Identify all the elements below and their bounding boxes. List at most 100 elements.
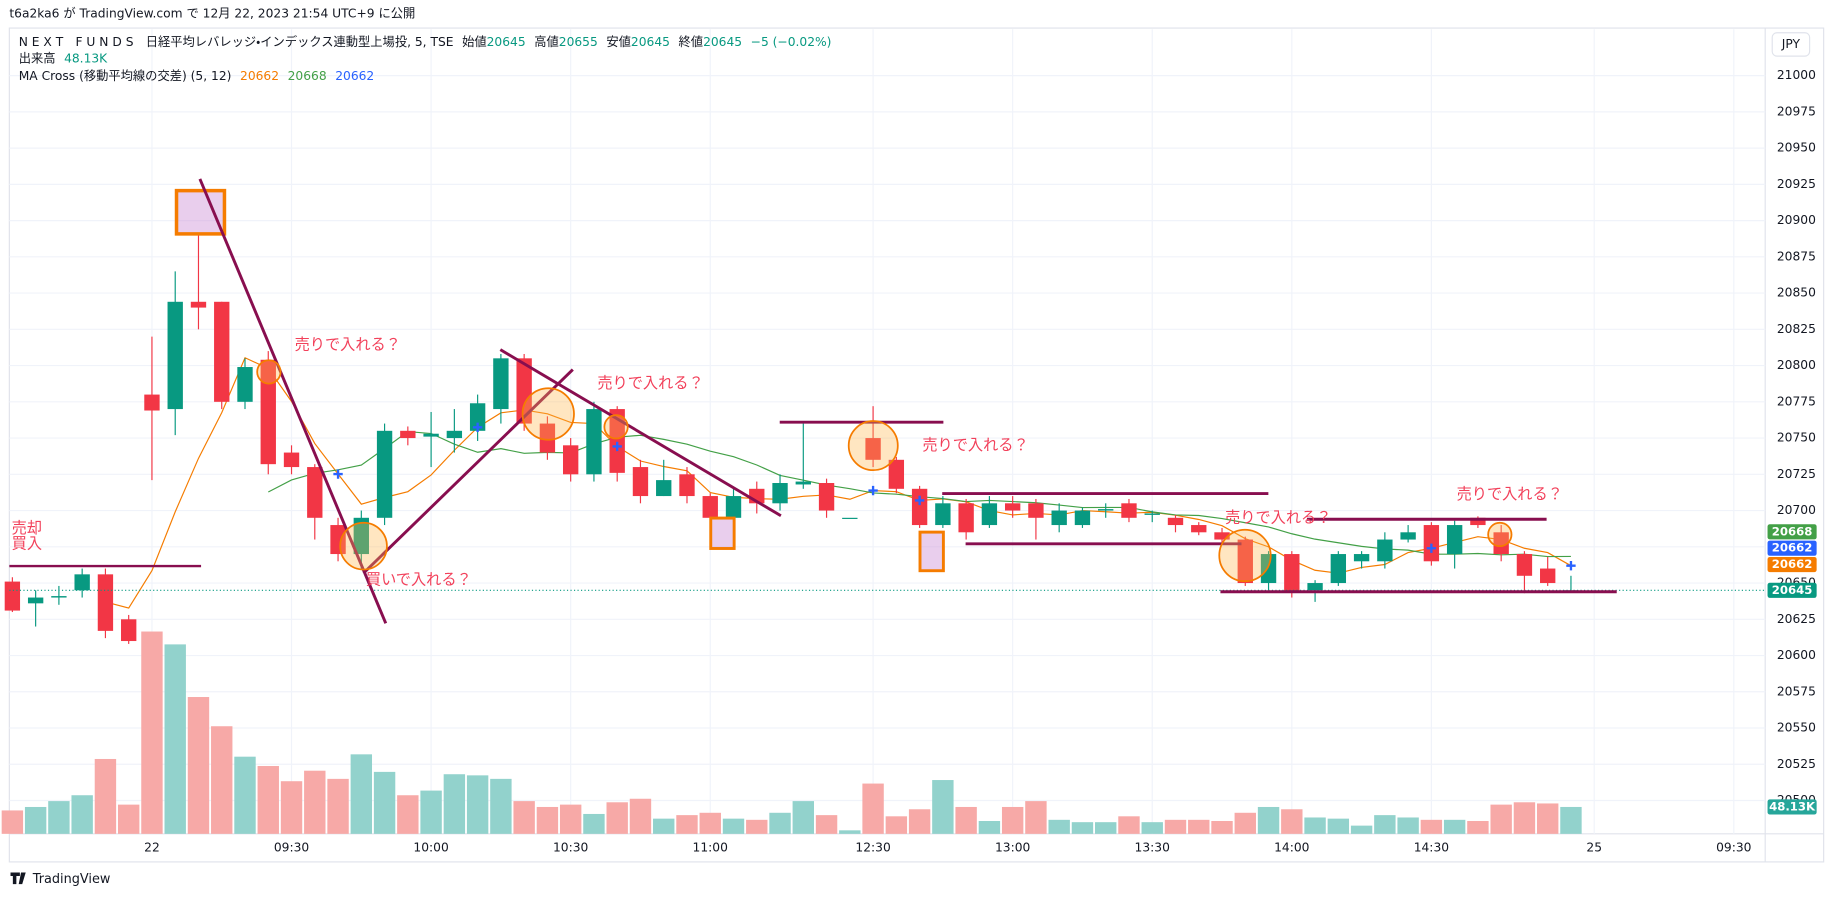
volume-bar (792, 801, 814, 834)
volume-bar (1536, 803, 1559, 834)
candle-body (190, 301, 207, 308)
volume-bar (978, 820, 1001, 834)
candle-body (1330, 554, 1347, 584)
x-tick-label: 12:30 (855, 840, 890, 854)
volume-bar (606, 802, 628, 834)
y-tick-label: 20750 (1777, 431, 1816, 445)
volume-bar (1443, 819, 1466, 834)
y-tick-label: 20550 (1777, 721, 1816, 735)
volume-bar (1048, 819, 1070, 834)
candle-body (1004, 503, 1021, 511)
volume-bar (1374, 815, 1396, 834)
drawing-line (499, 348, 782, 518)
candle-body (330, 525, 346, 555)
candle-body (469, 403, 486, 431)
volume-bar (234, 756, 256, 834)
high-value: 20655 (559, 35, 598, 49)
y-tick-label: 20825 (1777, 322, 1816, 336)
ma-line (105, 356, 1572, 609)
candle-body (376, 430, 393, 518)
volume-bar (466, 775, 489, 834)
y-tick-label: 20775 (1777, 394, 1816, 408)
x-tick-label: 14:30 (1414, 840, 1449, 854)
candle-body (446, 430, 463, 439)
volume-bar (1350, 825, 1373, 834)
drawing-rect (174, 188, 227, 236)
candle-body (1144, 513, 1160, 515)
drawing-circle (1218, 528, 1272, 583)
volume-legend: 出来高 48.13K (19, 51, 108, 65)
annotation: 買いで入れる？ (366, 571, 472, 589)
close-value: 20645 (703, 35, 742, 49)
candle-body (1260, 554, 1277, 584)
x-tick-label: 11:00 (693, 840, 728, 854)
ma-title: MA Cross (移動平均線の交差) (5, 12) (19, 68, 232, 83)
annotation: 売りで入れる？ (597, 374, 703, 392)
volume-bar (94, 758, 117, 834)
y-tick-label: 21000 (1777, 68, 1816, 82)
candle-body (586, 409, 602, 475)
open-label: 始値 (462, 34, 487, 49)
candle-body (353, 517, 369, 555)
candle-body (865, 438, 881, 460)
volume-bar (1, 810, 24, 834)
volume-bar (1071, 822, 1094, 834)
symbol-legend: N E X T F U N D S 日経平均レバレッジ・インデックス連動型上場投… (19, 34, 832, 49)
volume-bar (932, 780, 954, 834)
volume-bar (1304, 817, 1326, 834)
candle-body (1307, 583, 1323, 591)
candle-body (818, 483, 835, 511)
candle-body (1167, 517, 1184, 526)
volume-bar (1257, 806, 1280, 834)
open-value: 20645 (487, 35, 526, 49)
volume-bar (211, 726, 233, 834)
volume-bar (164, 644, 186, 834)
volume-bar (280, 781, 303, 834)
volume-bar (699, 812, 721, 834)
change: −5 (−0.02%) (751, 35, 832, 49)
currency-button[interactable] (1771, 32, 1811, 57)
x-tick-label: 09:30 (274, 840, 309, 854)
volume-bar (117, 804, 140, 834)
cross-marker (868, 485, 878, 496)
volume-bar (420, 790, 442, 834)
candle-body (981, 503, 998, 526)
drawing-circle (339, 521, 388, 571)
candle-body (702, 496, 718, 518)
volume-bar (1467, 820, 1489, 834)
volume-bar (141, 631, 163, 834)
candle-body (260, 359, 276, 465)
volume-bar (1420, 819, 1443, 834)
x-tick-label: 10:30 (553, 840, 588, 854)
candle-body (283, 452, 300, 468)
annotation: 売りで入れる？ (922, 436, 1028, 454)
low-value: 20645 (631, 35, 670, 49)
volume-bar (908, 809, 931, 834)
volume-bar (1001, 806, 1024, 834)
volume-bar (1234, 812, 1256, 834)
volume-bar (1560, 806, 1582, 834)
volume-bar (1164, 819, 1187, 834)
candle-body (4, 581, 21, 611)
volume-bar (24, 806, 47, 834)
y-tick-label: 20850 (1777, 286, 1816, 300)
candle-body (1493, 532, 1509, 555)
price-badge-label: 20662 (1772, 541, 1813, 555)
close-label: 終値 (679, 34, 704, 49)
candle-body (74, 574, 90, 591)
volume-bar (1211, 820, 1233, 834)
footer: TradingView (32, 872, 111, 887)
y-tick-label: 20525 (1777, 757, 1816, 771)
candle-body (539, 423, 556, 453)
candle-body (1191, 525, 1207, 533)
candle-body (656, 480, 672, 497)
volume-bar (71, 795, 93, 834)
candle-body (725, 496, 742, 518)
volume-bar (373, 771, 396, 834)
price-badge-label: 20662 (1772, 557, 1813, 571)
volume-bar (769, 812, 791, 834)
annotation: 売りで入れる？ (1225, 509, 1331, 527)
candle-body (1470, 517, 1486, 526)
currency[interactable]: JPY (1781, 37, 1801, 51)
volume-bar (397, 795, 419, 834)
